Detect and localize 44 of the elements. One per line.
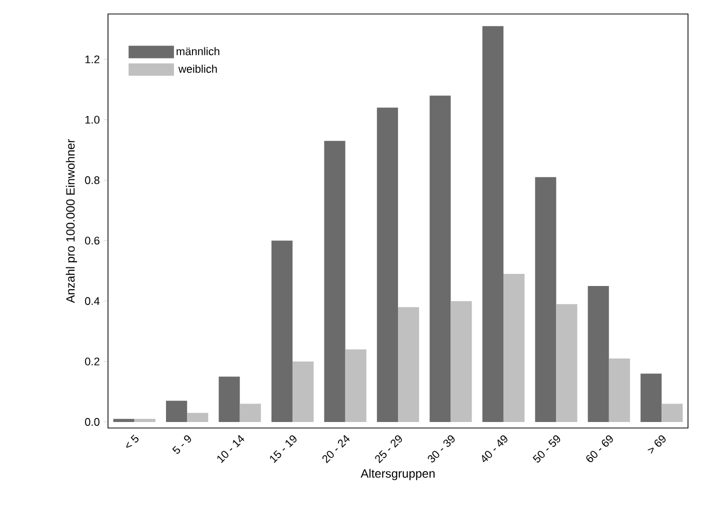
x-tick-label: 30 - 39 xyxy=(428,435,455,462)
x-tick-label: 10 - 14 xyxy=(217,435,244,463)
bar xyxy=(240,404,261,422)
bar xyxy=(345,349,366,422)
x-tick-label: > 69 xyxy=(648,435,666,454)
y-tick-label: 1.2 xyxy=(85,55,100,64)
bar xyxy=(503,274,525,422)
bar xyxy=(450,301,472,422)
y-tick-label: 0.8 xyxy=(85,176,100,184)
y-tick-label: 0.2 xyxy=(85,358,100,366)
bar xyxy=(430,96,451,422)
bar xyxy=(292,362,314,422)
legend-label: weiblich xyxy=(178,64,217,73)
bar xyxy=(398,307,420,422)
bar xyxy=(376,108,398,422)
bar xyxy=(640,374,662,422)
bar xyxy=(482,26,504,422)
x-tick-label: 25 - 29 xyxy=(375,435,402,464)
y-tick-label: 1.0 xyxy=(85,116,100,124)
y-axis-title: Anzahl pro 100.000 Einwohner xyxy=(66,139,78,304)
bar xyxy=(271,240,293,422)
bar xyxy=(166,400,188,422)
bar xyxy=(187,412,208,422)
bar xyxy=(535,177,556,422)
y-tick-label: 0.4 xyxy=(85,297,100,305)
bar xyxy=(608,358,630,422)
y-tick-label: 0.0 xyxy=(85,418,100,426)
x-axis-title: Altersgruppen xyxy=(360,468,435,480)
x-tick-label: 15 - 19 xyxy=(270,435,296,463)
x-tick-label: < 5 xyxy=(126,434,138,448)
bar xyxy=(113,418,134,422)
bar xyxy=(588,286,609,422)
bar xyxy=(324,140,346,422)
bar xyxy=(662,404,683,422)
x-tick-label: 20 - 24 xyxy=(322,435,350,464)
bar xyxy=(134,418,156,422)
bar xyxy=(556,304,578,422)
y-tick-label: 0.6 xyxy=(85,236,100,245)
x-tick-label: 60 - 69 xyxy=(586,435,613,462)
x-tick-label: 40 - 49 xyxy=(482,435,508,462)
legend-label: männlich xyxy=(176,47,220,56)
x-tick-label: 50 - 59 xyxy=(532,435,560,462)
x-tick-label: 5 - 9 xyxy=(172,435,192,454)
bar xyxy=(218,376,240,422)
